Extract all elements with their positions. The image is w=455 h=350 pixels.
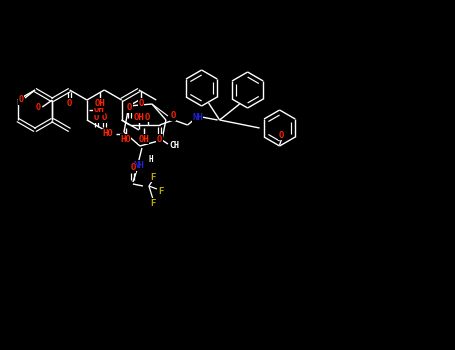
Text: HO: HO: [102, 130, 113, 139]
Text: O: O: [157, 134, 162, 144]
Text: O: O: [101, 113, 107, 122]
Text: O: O: [170, 112, 176, 120]
Text: OH: OH: [138, 134, 149, 144]
Text: NH: NH: [192, 112, 203, 121]
Text: O: O: [279, 131, 284, 140]
Text: O: O: [94, 113, 99, 122]
Text: OH: OH: [134, 113, 144, 122]
Text: CH: CH: [169, 140, 179, 149]
Text: F: F: [150, 198, 156, 208]
Text: O: O: [138, 98, 144, 107]
Text: O: O: [19, 96, 24, 105]
Text: H: H: [149, 155, 153, 164]
Text: O: O: [67, 98, 72, 107]
Text: F: F: [150, 173, 156, 182]
Text: F: F: [158, 187, 164, 196]
Text: O: O: [127, 104, 132, 112]
Text: O: O: [36, 104, 41, 112]
Text: O: O: [145, 112, 150, 121]
Text: O: O: [130, 163, 136, 173]
Text: HO: HO: [120, 134, 131, 144]
Text: OH: OH: [95, 98, 106, 107]
Text: OH: OH: [94, 105, 104, 114]
Text: NH: NH: [134, 161, 144, 170]
